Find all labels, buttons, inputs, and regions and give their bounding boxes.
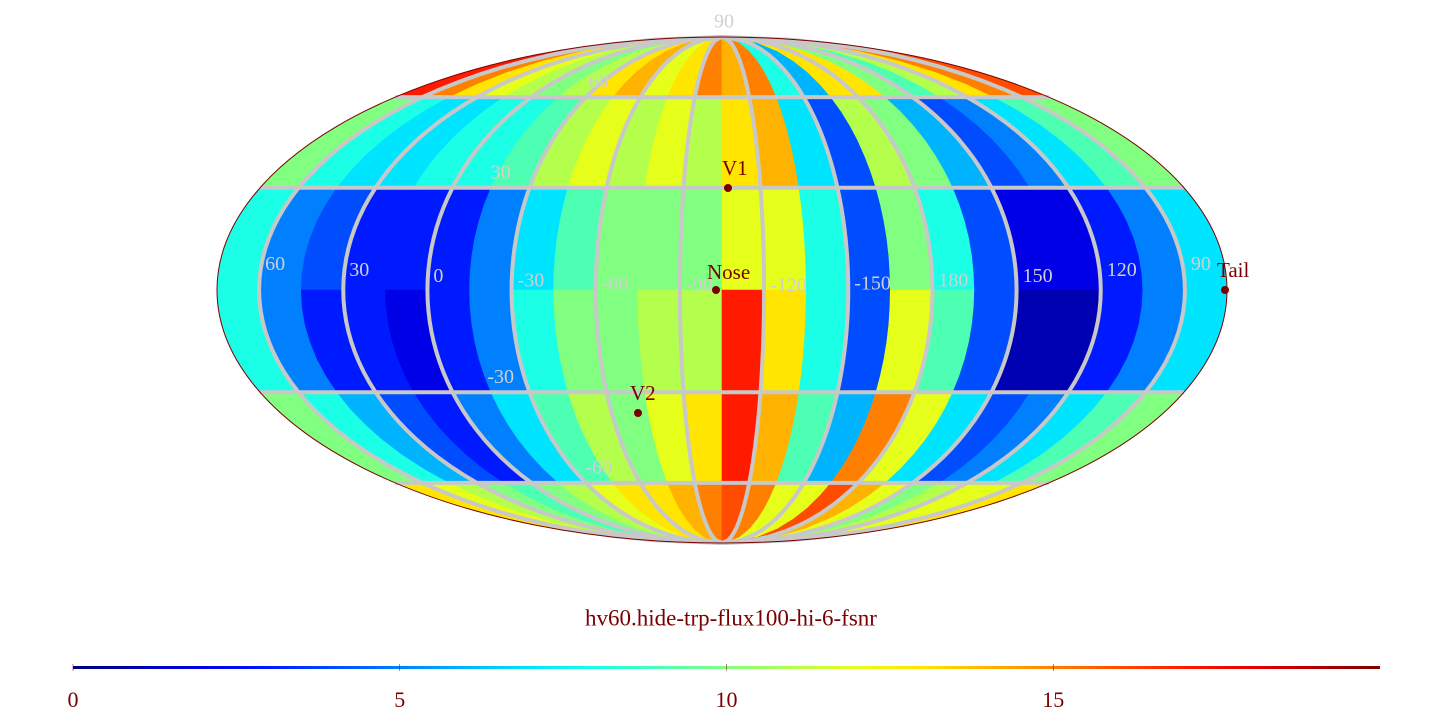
heat-cell xyxy=(637,289,684,393)
lat-label: 30 xyxy=(491,161,511,183)
lat-label: 60 xyxy=(589,71,609,93)
map-title: hv60.hide-trp-flux100-hi-6-fsnr xyxy=(585,605,877,630)
lon-label: 90 xyxy=(1191,253,1211,275)
marker-dot xyxy=(634,409,642,417)
lon-label: -60 xyxy=(602,273,629,295)
marker-dot xyxy=(712,286,720,294)
graticule-labels: 60 30 0 -30 -60 -90 -120 -150 180 150 120 90 90 60 30 -… xyxy=(265,11,1211,479)
lon-label: -90 xyxy=(686,274,713,296)
marker-dot xyxy=(1221,286,1229,294)
lat-label: -60 xyxy=(585,456,612,478)
heat-cell xyxy=(760,289,807,393)
lon-label: 120 xyxy=(1107,259,1137,281)
marker-label: V2 xyxy=(630,381,656,405)
lon-label: 30 xyxy=(349,259,369,281)
colorbar-tick-label: 10 xyxy=(716,687,738,712)
lat-label: 90 xyxy=(714,11,734,33)
heat-cell xyxy=(721,289,765,393)
marker-dot xyxy=(724,184,732,192)
lon-label: 150 xyxy=(1023,265,1053,287)
lon-label: -120 xyxy=(770,274,807,296)
colorbar: 0 5 10 15 xyxy=(68,664,1380,712)
colorbar-tick-label: 5 xyxy=(394,687,405,712)
lon-label: -30 xyxy=(518,269,545,291)
marker-label: Nose xyxy=(707,260,750,284)
heat-cells xyxy=(216,36,1228,544)
lon-label: 180 xyxy=(938,269,968,291)
lon-label: -150 xyxy=(854,273,891,295)
lon-label: 0 xyxy=(433,265,443,287)
lat-label: -30 xyxy=(487,366,514,388)
heat-cell xyxy=(637,187,684,291)
lon-label: 60 xyxy=(265,253,285,275)
colorbar-tick-label: 0 xyxy=(68,687,79,712)
heat-cell xyxy=(679,289,723,393)
marker-label: V1 xyxy=(722,156,748,180)
marker-label: Tail xyxy=(1217,258,1250,282)
colorbar-tick-label: 15 xyxy=(1042,687,1064,712)
graticule xyxy=(257,35,1187,545)
